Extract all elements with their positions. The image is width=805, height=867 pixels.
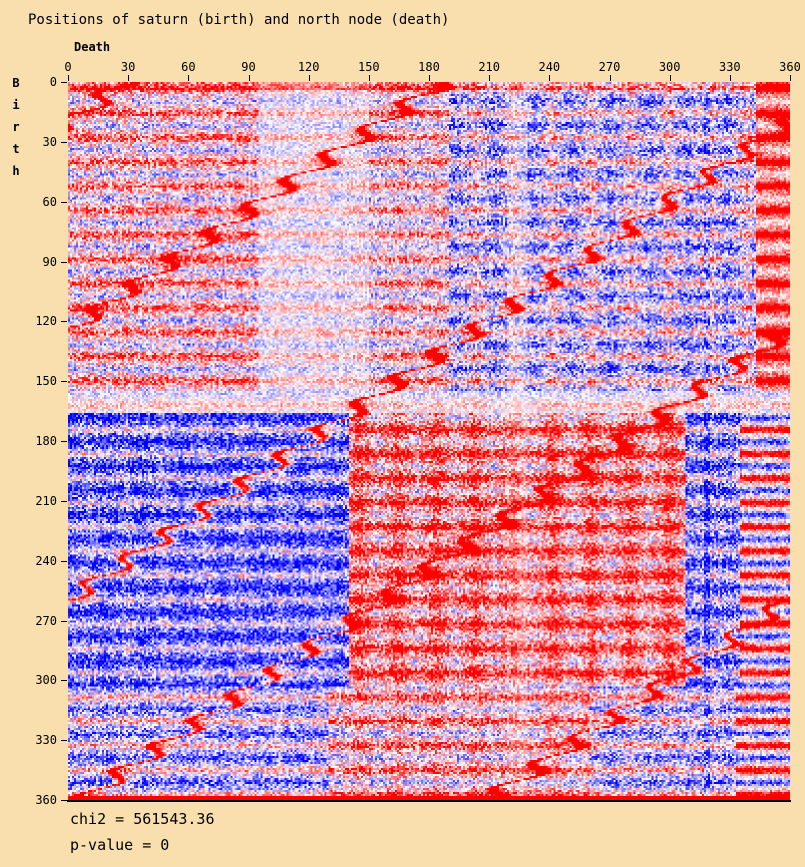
- y-tick: [61, 82, 67, 83]
- y-tick-label: 330: [35, 733, 57, 748]
- y-tick: [61, 441, 67, 442]
- x-tick-label: 90: [241, 60, 256, 74]
- x-tick-label: 0: [64, 60, 72, 74]
- y-tick-label: 120: [35, 314, 57, 329]
- death-axis-label: Death: [74, 40, 111, 54]
- x-tick-label: 30: [120, 60, 136, 74]
- chart-title: Positions of saturn (birth) and north no…: [28, 12, 450, 28]
- x-tick-label: 180: [418, 60, 440, 74]
- x-tick-label: 60: [181, 60, 196, 74]
- y-tick: [61, 321, 67, 323]
- x-tick: [308, 75, 310, 81]
- x-tick: [549, 75, 551, 81]
- x-tick-label: 240: [538, 60, 561, 74]
- x-tick-label: 360: [779, 60, 801, 74]
- x-tick: [368, 75, 370, 81]
- y-tick-label: 270: [35, 613, 57, 628]
- y-tick-label: 0: [49, 75, 57, 89]
- y-tick: [61, 800, 67, 801]
- x-tick-label: 270: [598, 60, 621, 74]
- y-tick-label: 180: [35, 434, 57, 448]
- y-tick: [61, 560, 67, 562]
- x-tick: [68, 75, 69, 81]
- y-tick: [61, 141, 67, 143]
- y-tick-label: 90: [42, 254, 57, 269]
- x-tick-label: 150: [357, 60, 380, 74]
- x-tick: [128, 75, 130, 81]
- y-tick-label: 30: [42, 134, 57, 149]
- x-tick: [669, 75, 671, 81]
- y-tick: [61, 381, 67, 383]
- y-tick: [61, 261, 67, 263]
- x-tick-label: 330: [718, 60, 741, 74]
- p-value: p-value = 0: [70, 836, 170, 854]
- y-tick: [61, 201, 67, 203]
- y-tick: [61, 620, 67, 622]
- bottom-axis-line: [67, 800, 791, 802]
- y-tick: [61, 500, 67, 502]
- x-tick: [248, 75, 250, 81]
- x-tick: [188, 75, 190, 81]
- heatmap-canvas: [68, 82, 790, 800]
- y-tick-label: 210: [35, 493, 57, 508]
- x-tick: [429, 75, 430, 81]
- x-tick-label: 120: [297, 60, 320, 74]
- y-tick: [61, 680, 67, 682]
- y-tick: [61, 740, 67, 742]
- y-tick-label: 150: [35, 374, 57, 389]
- x-tick: [609, 75, 611, 81]
- x-tick-label: 300: [658, 60, 681, 74]
- y-tick-label: 360: [35, 793, 57, 807]
- y-tick-label: 60: [42, 194, 57, 209]
- x-tick: [729, 75, 731, 81]
- x-tick-label: 210: [478, 60, 500, 74]
- birth-axis-label: Birth: [9, 76, 23, 186]
- y-tick-label: 300: [35, 673, 57, 688]
- chi2-value: chi2 = 561543.36: [70, 810, 215, 828]
- y-tick-label: 240: [35, 553, 57, 568]
- x-tick: [790, 75, 791, 81]
- x-tick: [489, 75, 491, 81]
